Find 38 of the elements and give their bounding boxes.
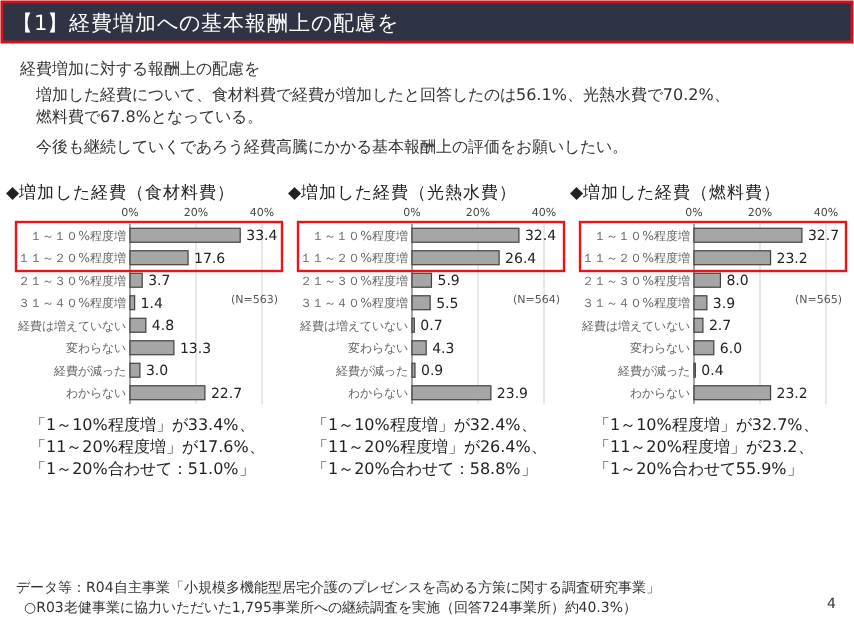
text: 「1～20%合わせて：51.0%」 bbox=[30, 460, 255, 478]
text: 「11～20%程度増」が23.2、 bbox=[594, 438, 814, 456]
text: 「11～20%程度増」が17.6%、 bbox=[30, 438, 265, 456]
bar bbox=[693, 317, 704, 333]
bar bbox=[129, 385, 206, 401]
bar bbox=[411, 340, 427, 356]
text: 今後も継続していくであろう経費高騰にかかる基本報酬上の評価をお願いしたい。 bbox=[36, 138, 628, 156]
text: 燃料費で67.8%となっている。 bbox=[36, 108, 263, 126]
chart-title: ◆増加した経費（燃料費） bbox=[570, 182, 782, 204]
text: 経費増加に対する報酬上の配慮を bbox=[18, 60, 260, 78]
bar bbox=[411, 295, 431, 311]
text: 「1～20%合わせて：58.8%」 bbox=[312, 460, 537, 478]
bar bbox=[411, 227, 520, 243]
bar bbox=[693, 295, 708, 311]
bar bbox=[693, 272, 721, 288]
bar bbox=[693, 250, 772, 266]
bar bbox=[129, 362, 141, 378]
text: 「1～10%程度増」が32.7%、 bbox=[594, 416, 819, 434]
text: 「11～20%程度増」が26.4%、 bbox=[312, 438, 547, 456]
bar bbox=[129, 340, 175, 356]
bar bbox=[129, 227, 241, 243]
chart-title: ◆増加した経費（食材料費） bbox=[6, 182, 236, 204]
bar bbox=[693, 385, 772, 401]
bar bbox=[411, 250, 500, 266]
text: 「1～20%合わせて55.9%」 bbox=[594, 460, 803, 478]
text: 増加した経費について、食材料費で経費が増加したと回答したのは56.1%、光熱水費で70.2%、 bbox=[34, 86, 730, 104]
text: 「1～10%程度増」が33.4%、 bbox=[30, 416, 255, 434]
bar bbox=[693, 227, 803, 243]
bar bbox=[411, 272, 433, 288]
bar bbox=[129, 295, 136, 311]
bar bbox=[129, 317, 147, 333]
bar bbox=[129, 250, 189, 266]
bar bbox=[693, 340, 715, 356]
text: 「1～10%程度増」が32.4%、 bbox=[312, 416, 537, 434]
chart-title: ◆増加した経費（光熱水費） bbox=[288, 182, 518, 204]
text: 【1】経費増加への基本報酬上の配慮を bbox=[12, 10, 400, 36]
bar bbox=[129, 272, 143, 288]
bar bbox=[411, 385, 492, 401]
